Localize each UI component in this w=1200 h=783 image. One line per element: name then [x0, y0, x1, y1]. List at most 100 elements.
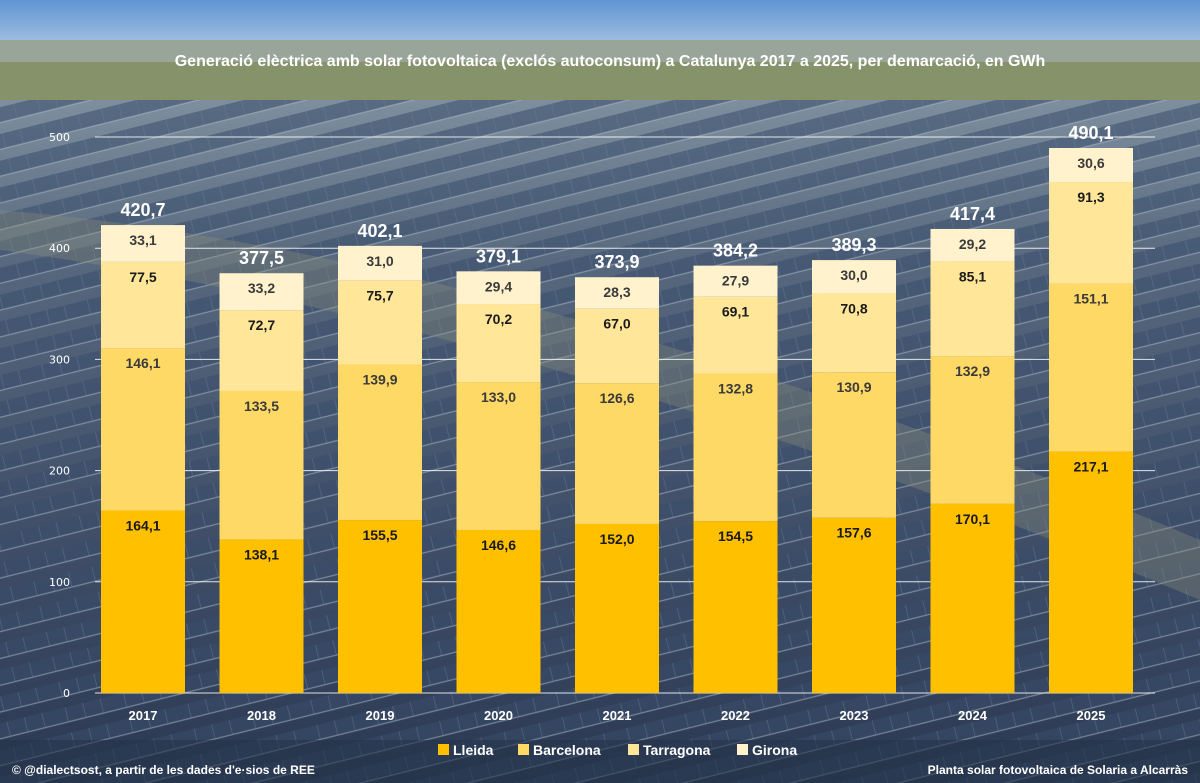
bar-segment-barcelona [1049, 283, 1133, 452]
data-label: 72,7 [248, 317, 275, 333]
legend-swatch [628, 744, 639, 755]
bar-segment-barcelona [930, 356, 1015, 504]
total-label: 377,5 [239, 248, 284, 268]
bar-group-2019: 155,5 139,9 75,7 31,0 402,1 [338, 221, 422, 693]
legend-item-barcelona: Barcelona [518, 742, 601, 758]
bar-segment-tarragona [219, 310, 304, 391]
bar-group-2021: 152,0 126,6 67,0 28,3 373,9 [575, 252, 659, 693]
data-label: 217,1 [1073, 459, 1108, 475]
data-label: 170,1 [955, 511, 990, 527]
data-label: 152,0 [599, 531, 634, 547]
bar-segment-barcelona [456, 382, 541, 530]
bar-segment-tarragona [1049, 182, 1133, 284]
x-tick-label: 2018 [247, 708, 276, 723]
bar-group-2022: 154,5 132,8 69,1 27,9 384,2 [693, 241, 778, 693]
legend: Lleida Barcelona Tarragona Girona [438, 742, 797, 758]
data-label: 29,4 [485, 278, 512, 294]
bar-segment-tarragona [101, 261, 185, 349]
x-tick-label: 2023 [840, 708, 869, 723]
data-label: 67,0 [603, 316, 630, 332]
y-axis: 0 100 200 300 400 500 [49, 131, 70, 700]
bar-segment-lleida [930, 503, 1015, 693]
total-label: 402,1 [357, 221, 402, 241]
data-label: 126,6 [599, 390, 634, 406]
bar-segment-lleida [219, 539, 304, 693]
data-label: 29,2 [959, 236, 986, 252]
total-label: 379,1 [476, 246, 521, 266]
legend-item-lleida: Lleida [438, 742, 494, 758]
total-label: 417,4 [950, 204, 995, 224]
y-tick-label: 200 [49, 465, 70, 478]
legend-label: Girona [752, 742, 797, 758]
y-tick-label: 100 [49, 576, 70, 589]
bar-segment-tarragona [456, 304, 541, 383]
total-label: 420,7 [120, 200, 165, 220]
bar-segment-tarragona [575, 308, 659, 384]
legend-label: Lleida [453, 742, 494, 758]
legend-swatch [737, 744, 748, 755]
data-label: 30,0 [840, 267, 867, 283]
data-label: 133,5 [244, 398, 279, 414]
bar-segment-barcelona [812, 372, 896, 518]
bar-segment-tarragona [693, 296, 778, 374]
chart-title: Generació elèctrica amb solar fotovoltai… [175, 53, 1046, 70]
bar-segment-girona [812, 260, 896, 294]
bar-segment-girona [219, 273, 304, 311]
bar-segment-tarragona [930, 261, 1015, 357]
bar-segment-lleida [575, 523, 659, 693]
legend-swatch [438, 744, 449, 755]
data-label: 133,0 [481, 389, 516, 405]
bar-segment-girona [930, 228, 1015, 262]
x-tick-label: 2024 [958, 708, 988, 723]
bar-segment-lleida [812, 517, 896, 693]
data-label: 151,1 [1073, 291, 1108, 307]
x-tick-label: 2019 [366, 708, 395, 723]
x-tick-label: 2017 [129, 708, 158, 723]
data-label: 130,9 [836, 379, 871, 395]
photo-caption: Planta solar fotovoltaica de Solaria a A… [928, 763, 1189, 777]
bar-group-2023: 157,6 130,9 70,8 30,0 389,3 [812, 235, 896, 693]
y-tick-label: 0 [63, 687, 70, 700]
bar-segment-barcelona [338, 364, 422, 521]
y-tick-label: 300 [49, 353, 70, 366]
data-label: 70,2 [485, 311, 512, 327]
x-tick-label: 2020 [484, 708, 513, 723]
data-label: 31,0 [366, 253, 393, 269]
data-label: 164,1 [125, 518, 160, 534]
bar-segment-lleida [338, 520, 422, 693]
bar-segment-barcelona [219, 390, 304, 540]
x-tick-label: 2022 [721, 708, 750, 723]
bar-segment-girona [575, 277, 659, 309]
data-label: 132,8 [718, 381, 753, 397]
x-axis: 2017 2018 2019 2020 2021 2022 2023 2024 2025 [129, 708, 1106, 723]
source-credit: © @dialectsost, a partir de les dades d'… [12, 763, 315, 777]
data-label: 146,6 [481, 537, 516, 553]
data-label: 139,9 [362, 372, 397, 388]
bar-group-2020: 146,6 133,0 70,2 29,4 379,1 [456, 246, 541, 693]
legend-swatch [518, 744, 529, 755]
bar-group-2025: 217,1 151,1 91,3 30,6 490,1 [1049, 123, 1133, 693]
bar-group-2017: 164,1 146,1 77,5 33,1 420,7 [101, 200, 185, 693]
y-tick-label: 500 [49, 131, 70, 144]
legend-label: Barcelona [533, 742, 601, 758]
data-label: 77,5 [129, 269, 156, 285]
bar-segment-lleida [101, 510, 185, 693]
data-label: 30,6 [1077, 155, 1104, 171]
total-label: 490,1 [1068, 123, 1113, 143]
bar-segment-girona [456, 271, 541, 305]
bar-segment-barcelona [693, 373, 778, 522]
bar-segment-girona [101, 225, 185, 262]
data-label: 157,6 [836, 525, 871, 541]
data-label: 138,1 [244, 546, 279, 562]
data-label: 33,1 [129, 232, 156, 248]
bar-group-2018: 138,1 133,5 72,7 33,2 377,5 [219, 248, 304, 693]
x-tick-label: 2021 [603, 708, 632, 723]
bar-segment-girona [338, 245, 422, 281]
y-tick-label: 400 [49, 242, 70, 255]
bar-segment-lleida [456, 529, 541, 693]
bars: 164,1 146,1 77,5 33,1 420,7 138,1 133,5 72,7 33,… [101, 123, 1133, 693]
legend-label: Tarragona [643, 742, 711, 758]
data-label: 27,9 [722, 273, 749, 289]
